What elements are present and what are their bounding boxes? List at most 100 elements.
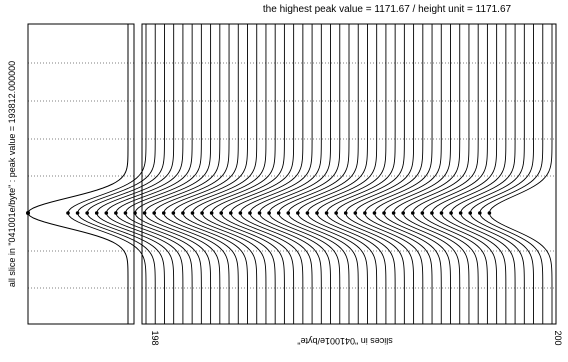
slice-trace [431, 24, 498, 324]
slice-trace [335, 24, 405, 324]
slice-trace [354, 24, 424, 324]
slice-peak-marker [353, 211, 358, 215]
slice-peak-marker [209, 211, 214, 215]
slice-trace [134, 24, 212, 324]
x-tick-start: 198 [150, 330, 160, 345]
slice-peak-marker [343, 211, 348, 215]
slice-trace [153, 24, 230, 324]
slice-trace [383, 24, 451, 324]
x-tick-end: 200 [553, 330, 563, 345]
slice-peak-marker [190, 211, 195, 215]
slice-trace [450, 24, 516, 324]
slice-peak-marker [324, 211, 329, 215]
slice-trace [259, 24, 331, 324]
slice-peak-marker [171, 211, 176, 215]
slice-trace [287, 24, 359, 324]
peak-markers [26, 211, 492, 215]
x-axis-label: slices in "041001e/byte" [297, 336, 392, 346]
slice-trace [316, 24, 387, 324]
slice-peak-marker [478, 211, 482, 215]
left-panel-label: all slice in "041001e/byte" : peak value… [7, 61, 17, 287]
slice-trace [469, 24, 534, 324]
chart-title: the highest peak value = 1171.67 / heigh… [263, 4, 512, 15]
slice-peak-marker [315, 211, 319, 215]
slice-trace [96, 24, 175, 324]
slice-trace [278, 24, 350, 324]
slice-trace [307, 24, 378, 324]
slice-peak-marker [382, 211, 386, 215]
slice-peak-marker [276, 211, 281, 215]
slice-peak-marker [123, 211, 128, 215]
slice-peak-marker [401, 211, 406, 215]
slice-peak-marker [94, 211, 99, 215]
slice-trace [192, 24, 267, 324]
slice-peak-marker [391, 211, 396, 215]
slice-peak-marker [248, 211, 252, 215]
slice-trace [105, 24, 184, 324]
slice-trace [240, 24, 313, 324]
slice-trace [67, 24, 147, 324]
slice-peak-marker [200, 211, 204, 215]
slice-trace [163, 24, 239, 324]
slice-peak-marker [334, 211, 338, 215]
grid-lines [28, 62, 556, 289]
slice-trace [249, 24, 322, 324]
slice-trace [412, 24, 479, 324]
slice-peak-marker [267, 211, 271, 215]
overview-panel [27, 23, 135, 325]
slice-peak-marker [229, 211, 233, 215]
slice-peak-marker [305, 211, 310, 215]
slice-trace [393, 24, 461, 324]
slice-peak-marker [114, 211, 118, 215]
slice-peak-marker [104, 211, 109, 215]
slice-trace [201, 24, 276, 324]
slice-peak-marker [85, 211, 89, 215]
overview-trace [27, 24, 129, 324]
slice-peak-marker [286, 211, 291, 215]
slice-peak-marker [257, 211, 262, 215]
slice-trace [211, 24, 285, 324]
slice-trace [115, 24, 193, 324]
slice-trace [86, 24, 165, 324]
slice-trace [230, 24, 304, 324]
slice-peak-marker [66, 211, 70, 215]
slice-peak-marker [142, 211, 147, 215]
slice-peak-marker [363, 211, 367, 215]
slice-trace [374, 24, 442, 324]
slice-peak-marker [430, 211, 434, 215]
slice-trace [364, 24, 433, 324]
slice-peak-marker [181, 211, 185, 215]
slice-trace [182, 24, 258, 324]
overview-panel-frame [27, 23, 135, 325]
slice-trace [173, 24, 248, 324]
slice-trace [422, 24, 488, 324]
slice-peak-marker [161, 211, 166, 215]
slice-traces [27, 24, 553, 324]
slice-peak-marker [487, 211, 492, 215]
slice-trace [77, 24, 156, 324]
slice-trace [489, 24, 553, 324]
slice-trace [441, 24, 507, 324]
slice-trace [326, 24, 396, 324]
slice-peak-marker [219, 211, 224, 215]
slice-peak-marker [458, 211, 463, 215]
slice-peak-marker [372, 211, 377, 215]
slice-trace [402, 24, 470, 324]
slice-trace [479, 24, 544, 324]
slice-trace [460, 24, 525, 324]
slice-peak-marker [296, 211, 300, 215]
slice-peak-marker [133, 211, 137, 215]
slice-peak-marker [420, 211, 425, 215]
slice-trace [268, 24, 341, 324]
slice-trace [144, 24, 221, 324]
slice-peak-marker [152, 211, 156, 215]
slice-peak-marker [238, 211, 243, 215]
slice-peak-marker [75, 211, 80, 215]
slice-peak-marker [410, 211, 415, 215]
slice-trace [345, 24, 415, 324]
slice-trace [125, 24, 202, 324]
overview-peak-marker [26, 211, 30, 215]
slice-trace [220, 24, 295, 324]
slice-peak-marker [468, 211, 473, 215]
